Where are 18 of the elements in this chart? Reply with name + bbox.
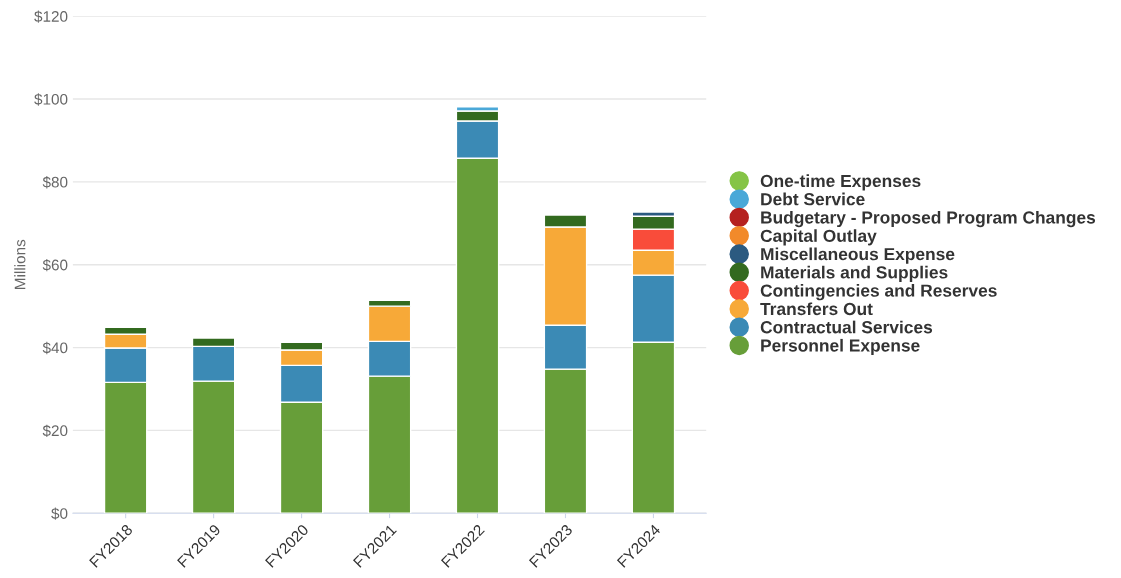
y-tick-label: $0 [51, 507, 68, 520]
legend-label: Contingencies and Reserves [760, 284, 997, 301]
y-axis-title: Millions [14, 239, 26, 289]
legend-label: Budgetary - Proposed Program Changes [761, 210, 1096, 228]
y-tick-label: $80 [42, 176, 68, 189]
legend-label: Debt Service [761, 192, 865, 206]
y-tick-label: $60 [42, 258, 68, 272]
legend-label: Contractual Services [760, 320, 933, 334]
legend-label: Miscellaneous Expense [761, 247, 955, 264]
legend-label: Transfers Out [760, 302, 873, 316]
legend-label: Capital Outlay [760, 229, 877, 246]
y-tick-label: $20 [42, 424, 68, 438]
y-tick-label: $120 [34, 10, 68, 23]
legend-label: Materials and Supplies [761, 265, 948, 282]
legend-label: Personnel Expense [761, 338, 920, 356]
y-tick-label: $100 [34, 93, 68, 106]
y-tick-label: $40 [42, 341, 68, 355]
legend-label: One-time Expenses [760, 174, 921, 191]
